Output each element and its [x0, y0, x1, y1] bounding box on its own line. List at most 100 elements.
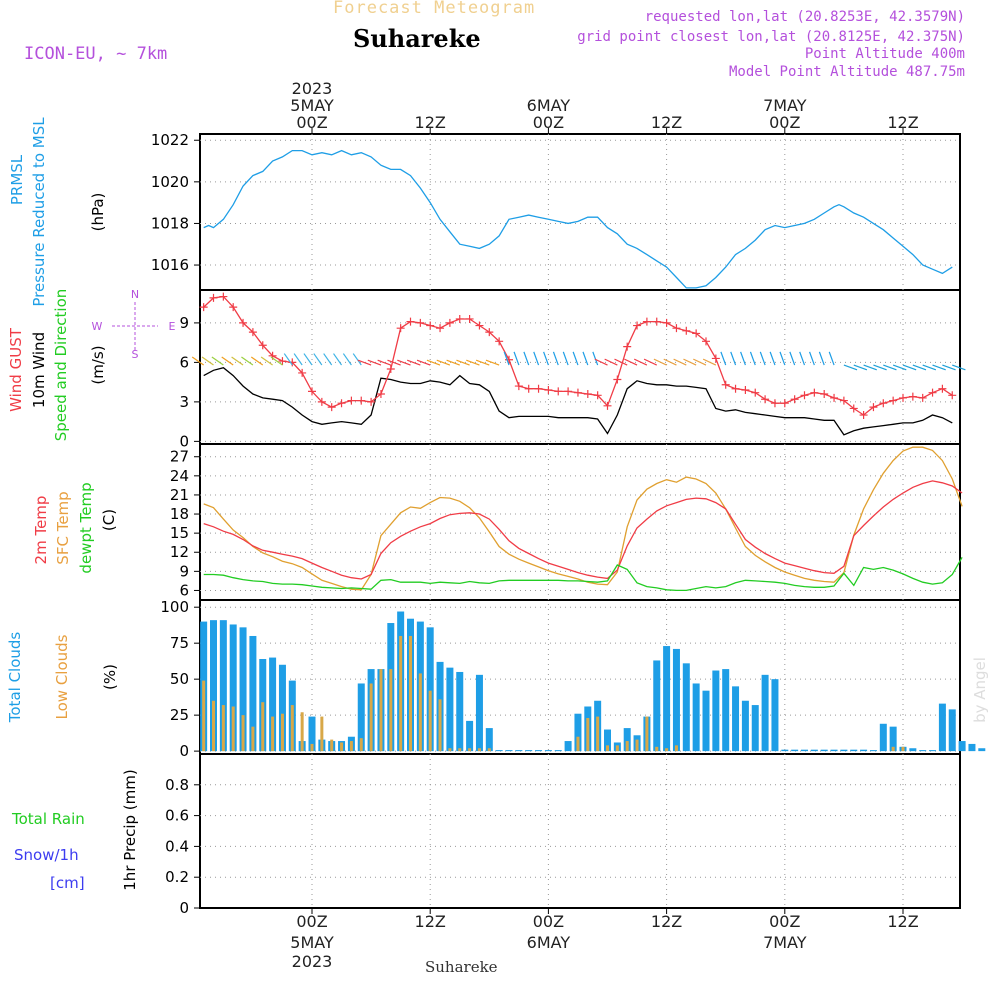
- gust-marker: [288, 358, 297, 367]
- y-tick-label: 0.2: [165, 868, 189, 886]
- low-cloud-bar: [369, 683, 373, 752]
- label-temp-unit: (C): [100, 509, 118, 531]
- y-tick-label: 6: [179, 353, 189, 371]
- gust-marker: [741, 386, 750, 395]
- gust-marker: [889, 396, 898, 405]
- wind-barb: [740, 351, 746, 366]
- sfc-temp-line: [203, 446, 963, 591]
- low-cloud-bar: [399, 635, 403, 752]
- total-cloud-bar: [869, 750, 877, 752]
- gust-marker: [613, 375, 622, 384]
- wind-barb: [342, 353, 352, 366]
- gust-marker: [790, 395, 799, 404]
- wind-barb: [552, 351, 559, 366]
- gust-marker: [573, 388, 582, 397]
- label-total-rain: Total Rain: [11, 810, 85, 828]
- gust-marker: [376, 389, 385, 398]
- low-cloud-bar: [330, 739, 334, 752]
- gust-marker: [327, 403, 336, 412]
- bottom-time-label: 00Z: [533, 912, 564, 931]
- y-tick-label: 0: [179, 742, 189, 760]
- label-pressure-unit: (hPa): [89, 193, 107, 232]
- low-cloud-bar: [280, 713, 284, 752]
- gust-marker: [347, 396, 356, 405]
- low-cloud-bar: [448, 748, 452, 752]
- low-cloud-bar: [418, 673, 422, 752]
- wind-barb: [799, 351, 806, 366]
- compass-e: E: [169, 320, 176, 333]
- total-cloud-bar: [475, 674, 483, 752]
- wind-barb: [863, 364, 877, 371]
- panel-frame-4: [199, 753, 961, 909]
- gust-marker: [761, 395, 770, 404]
- wind-barb: [333, 353, 343, 366]
- wind-barb: [759, 351, 766, 366]
- wind-barb: [749, 351, 756, 366]
- low-cloud-bar: [389, 669, 393, 752]
- gust-marker: [219, 292, 228, 301]
- total-cloud-bar: [968, 743, 976, 752]
- total-cloud-bar: [515, 750, 523, 752]
- gust-marker: [583, 389, 592, 398]
- gust-marker: [800, 391, 809, 400]
- gust-marker: [406, 317, 415, 326]
- y-tick-label: 0.6: [165, 807, 189, 825]
- total-cloud-bar: [564, 741, 572, 752]
- top-date-label: 6MAY: [527, 96, 571, 115]
- low-cloud-bar: [901, 746, 905, 752]
- gust-marker: [317, 397, 326, 406]
- total-cloud-bar: [535, 750, 543, 752]
- point-altitude: Point Altitude 400m: [804, 46, 965, 62]
- low-cloud-bar: [300, 712, 304, 752]
- total-cloud-bar: [278, 664, 286, 752]
- gust-marker: [278, 357, 287, 366]
- top-time-label: 00Z: [769, 113, 800, 132]
- y-tick-label: 50: [170, 670, 189, 688]
- gust-marker: [899, 393, 907, 402]
- gust-marker: [386, 364, 395, 373]
- wind-barb: [387, 359, 401, 366]
- top-year-label: 2023: [292, 79, 333, 98]
- low-cloud-bar: [221, 705, 225, 752]
- gust-marker: [849, 404, 858, 413]
- low-cloud-bar: [586, 718, 590, 752]
- grid-point-coords: grid point closest lon,lat (20.8125E, 42…: [577, 29, 965, 45]
- total-cloud-bar: [604, 729, 611, 752]
- gust-marker: [652, 317, 661, 326]
- y-tick-label: 0: [179, 432, 189, 450]
- total-cloud-bar: [850, 749, 858, 752]
- gust-marker: [810, 388, 819, 397]
- label-2m-temp: 2m Temp: [32, 496, 50, 565]
- gust-marker: [662, 318, 671, 327]
- gust-marker: [514, 382, 523, 391]
- total-cloud-bar: [672, 648, 680, 752]
- gust-marker: [248, 328, 257, 337]
- wind-barb: [594, 358, 608, 366]
- wind-barb: [211, 356, 224, 366]
- gust-marker: [603, 401, 612, 410]
- gust-marker: [445, 318, 454, 327]
- gust-marker: [938, 384, 947, 393]
- gust-marker: [465, 314, 474, 323]
- total-cloud-bar: [958, 741, 966, 752]
- total-cloud-bar: [485, 728, 493, 752]
- total-cloud-bar: [269, 657, 277, 752]
- low-cloud-bar: [596, 716, 600, 752]
- gust-marker: [475, 321, 484, 330]
- compass-cross: [112, 302, 158, 350]
- wind-barb: [241, 356, 254, 366]
- wind-barb: [653, 358, 667, 366]
- gust-marker: [642, 317, 651, 326]
- wind-barb: [633, 358, 648, 366]
- wind-barb: [562, 351, 569, 366]
- gust-marker: [337, 399, 346, 408]
- total-cloud-bar: [771, 679, 779, 752]
- wind-barb: [769, 351, 776, 366]
- wind-barb: [702, 358, 717, 366]
- wind-barb: [720, 351, 727, 366]
- total-cloud-bar: [249, 635, 257, 752]
- total-cloud-bar: [505, 750, 513, 752]
- total-cloud-bar: [702, 690, 710, 752]
- y-tick-label: 0: [179, 899, 189, 917]
- total-cloud-bar: [938, 703, 946, 752]
